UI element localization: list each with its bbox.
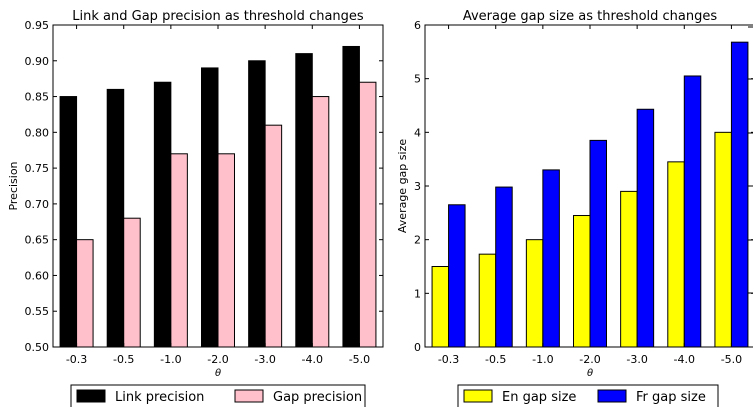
- y-tick-label: 0.70: [25, 198, 50, 211]
- bar-gap-precision--3.0: [264, 124, 283, 348]
- x-tick-label: -1.0: [532, 353, 553, 366]
- legend-label: Gap precision: [273, 390, 362, 405]
- y-tick-label: 4: [414, 126, 421, 139]
- bar-link-precision--1.0: [153, 81, 172, 348]
- legend-swatch-fr-gap-size: [597, 389, 627, 403]
- y-tick-label: 0: [414, 341, 421, 354]
- legend-label: En gap size: [502, 390, 576, 405]
- bar-link-precision--4.0: [295, 53, 313, 348]
- bar-en-gap-size--5.0: [714, 131, 732, 348]
- y-tick-label: 2: [414, 234, 421, 247]
- legend: Link precision Gap precision: [70, 384, 366, 407]
- bar-fr-gap-size--1.0: [542, 169, 560, 348]
- x-tick-label: -0.5: [485, 353, 506, 366]
- bar-en-gap-size--4.0: [667, 161, 685, 348]
- y-axis-label: Average gap size: [396, 139, 409, 233]
- bar-link-precision--0.3: [59, 96, 78, 348]
- bar-en-gap-size--0.3: [431, 266, 450, 348]
- left-chart: 0.50 0.55 0.60 0.65 0.70 0.75 0.80 0.85 0.90 0.95…: [7, 9, 384, 407]
- bar-en-gap-size--1.0: [525, 239, 544, 348]
- bar-fr-gap-size--5.0: [730, 41, 749, 348]
- bar-gap-precision--0.5: [123, 217, 141, 348]
- x-tick-label: -4.0: [674, 353, 695, 366]
- legend-box: [457, 384, 719, 407]
- bar-link-precision--2.0: [201, 67, 219, 348]
- legend-label: Link precision: [115, 390, 204, 405]
- x-axis-label: θ: [587, 368, 593, 379]
- bar-link-precision--0.5: [106, 88, 125, 348]
- legend-box: [70, 384, 366, 407]
- y-tick-label: 0.65: [25, 234, 50, 247]
- y-tick-label: 0.75: [25, 162, 50, 175]
- bar-fr-gap-size--0.5: [495, 186, 513, 348]
- y-tick-label: 0.60: [25, 269, 50, 282]
- bar-gap-precision--5.0: [358, 81, 377, 348]
- chart-title: Average gap size as threshold changes: [463, 9, 718, 24]
- x-tick-label: -0.3: [438, 353, 459, 366]
- y-tick-label: 6: [414, 19, 421, 32]
- bar-gap-precision--4.0: [311, 96, 330, 348]
- y-tick-label: 3: [414, 180, 421, 193]
- y-tick-label: 0.50: [25, 341, 50, 354]
- legend: En gap size Fr gap size: [457, 384, 719, 407]
- x-tick-label: -3.0: [626, 353, 647, 366]
- legend-swatch-gap-precision: [234, 389, 264, 403]
- legend-label: Fr gap size: [636, 390, 706, 405]
- x-tick-label: -3.0: [254, 353, 275, 366]
- y-tick-label: 0.55: [25, 305, 50, 318]
- bar-en-gap-size--3.0: [620, 190, 638, 348]
- x-tick-label: -5.0: [349, 353, 370, 366]
- x-tick-label: -5.0: [721, 353, 742, 366]
- bar-gap-precision--0.3: [76, 239, 94, 348]
- y-tick-label: 0.90: [25, 55, 50, 68]
- x-tick-label: -0.3: [66, 353, 87, 366]
- y-tick-label: 0.95: [25, 19, 50, 32]
- x-axis-label: θ: [215, 368, 221, 379]
- x-tick-label: -2.0: [207, 353, 228, 366]
- y-tick-label: 0.85: [25, 91, 50, 104]
- legend-swatch-en-gap-size: [463, 389, 493, 403]
- chart-title: Link and Gap precision as threshold chan…: [72, 9, 364, 24]
- bar-link-precision--5.0: [342, 45, 360, 348]
- y-tick-label: 5: [414, 73, 421, 86]
- y-tick-label: 1: [414, 287, 421, 300]
- bar-fr-gap-size--3.0: [636, 108, 655, 348]
- bar-fr-gap-size--0.3: [448, 204, 466, 348]
- x-tick-label: -2.0: [579, 353, 600, 366]
- bar-fr-gap-size--4.0: [683, 75, 702, 348]
- y-tick-label: 0.80: [25, 126, 50, 139]
- right-chart: 0 1 2 3 4 5 6 -0.3 -0.5 -1.0 -2.0 -3.0 -4.0 -5.0 Avera…: [396, 9, 753, 407]
- bar-fr-gap-size--2.0: [589, 139, 607, 348]
- x-tick-label: -4.0: [302, 353, 323, 366]
- bar-en-gap-size--2.0: [573, 215, 591, 348]
- bar-gap-precision--2.0: [217, 153, 235, 348]
- x-tick-label: -0.5: [113, 353, 134, 366]
- legend-swatch-link-precision: [76, 389, 106, 403]
- x-tick-label: -1.0: [160, 353, 181, 366]
- bar-gap-precision--1.0: [170, 153, 188, 348]
- bar-en-gap-size--0.5: [478, 253, 497, 348]
- y-axis-label: Precision: [7, 161, 20, 210]
- bar-link-precision--3.0: [248, 60, 266, 348]
